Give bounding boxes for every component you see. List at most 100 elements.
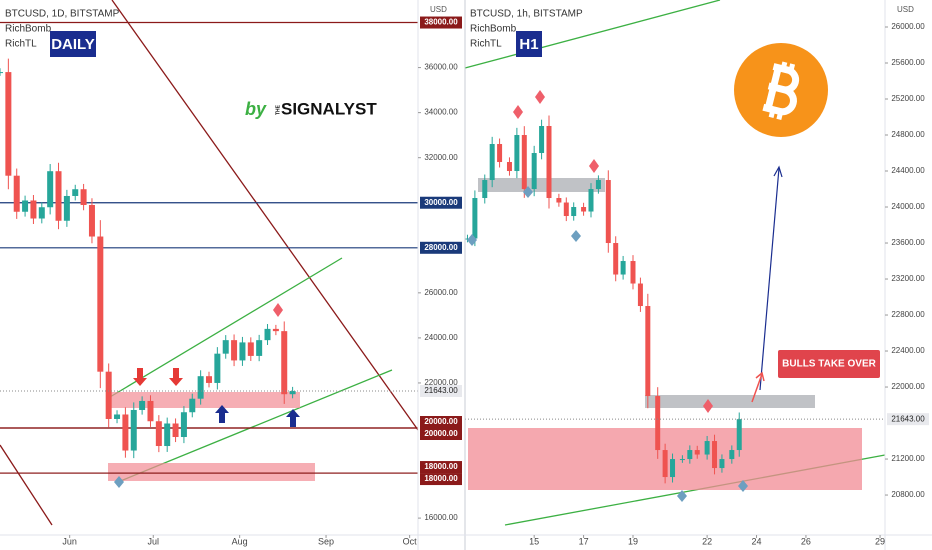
candle [0,72,3,74]
candle [729,450,735,460]
y-tick-label: 23200.00 [891,274,925,283]
x-tick-label: 24 [752,536,762,546]
price-axis [418,0,465,535]
trendline [111,0,419,431]
candle [704,441,710,455]
y-tick-label: 24800.00 [891,130,925,139]
diamond [467,234,477,246]
candle [197,376,204,399]
candle [272,328,279,332]
candle [130,409,137,451]
candle [662,450,668,478]
level-label-box [420,473,462,486]
candle [30,200,37,219]
brand-name: SIGNALYST [281,99,377,118]
y-tick-label: 21200.00 [891,454,925,463]
zone [108,463,315,481]
currency: USD [897,5,914,14]
x-tick-label: 19 [628,536,638,546]
last-price-label: 21643.00 [891,414,925,423]
candle [281,331,288,395]
zone [645,395,815,408]
indicator: RichBomb [470,24,517,35]
diamond [589,159,599,173]
candle [514,135,520,172]
candle [620,261,626,275]
level-label: 30000.00 [424,198,458,207]
diamond [703,399,713,413]
candle [22,200,29,212]
y-tick-label: 24400.00 [891,166,925,175]
candle [521,135,527,190]
zone [478,178,605,192]
level-label-box [420,428,462,440]
y-tick-label: 26000.00 [424,288,458,297]
bitcoin-logo [734,43,828,137]
candle [47,171,54,208]
logo-glyph [762,61,800,120]
candle [670,459,676,478]
y-tick-label: 23600.00 [891,238,925,247]
level-label: 18000.00 [424,474,458,483]
x-tick-label: 17 [579,536,589,546]
x-tick-label: Jul [148,536,160,546]
candle [645,306,651,397]
x-tick-label: 26 [801,536,811,546]
arrow [751,373,763,403]
diamond [571,230,581,242]
level-label: 18000.00 [424,462,458,471]
diamond [677,490,687,502]
candle [122,414,129,451]
level-label: 20000.00 [424,429,458,438]
y-tick-label: 34000.00 [424,108,458,117]
badge-text: DAILY [51,36,95,53]
y-tick-label: 22000.00 [424,378,458,387]
y-tick-label: 26000.00 [891,22,925,31]
candle [5,72,12,176]
indicator: RichTL [470,39,502,50]
candle [613,243,619,275]
candle [155,421,162,447]
candle [687,450,693,460]
brand-prefix: by [245,99,267,119]
x-tick-label: 15 [529,536,539,546]
arrow-head [755,371,765,382]
candle [482,180,488,199]
candle [164,423,171,447]
y-tick-label: 32000.00 [424,153,458,162]
candle [247,342,254,356]
diamond [273,303,283,317]
level-label-box [420,16,462,29]
candle [139,400,146,410]
last-price-label: 21643.00 [424,386,458,395]
candle [180,412,187,438]
candle [605,180,611,244]
diamond [535,90,545,104]
indicator: RichTL [5,39,37,50]
y-tick-label: 24000.00 [424,333,458,342]
candle [637,283,643,307]
candle [736,419,742,451]
zone [108,392,300,408]
candle [581,207,587,212]
candle [231,340,238,361]
currency: USD [430,5,447,14]
candle [546,126,552,199]
level-label-box [420,196,462,209]
projection-arrow [759,167,780,391]
x-tick-label: Oct [403,536,418,546]
diamond [738,480,748,492]
candle [588,189,594,212]
candle [679,459,685,461]
candle [38,207,45,219]
candle [114,414,121,419]
candle [630,261,636,284]
x-tick-label: Jun [62,536,77,546]
callout-text: BULLS TAKE OVER [782,359,876,370]
candle [506,162,512,172]
candle [222,340,229,354]
arrow-up [286,409,300,427]
y-tick-label: 36000.00 [424,63,458,72]
level-label: 20000.00 [424,417,458,426]
